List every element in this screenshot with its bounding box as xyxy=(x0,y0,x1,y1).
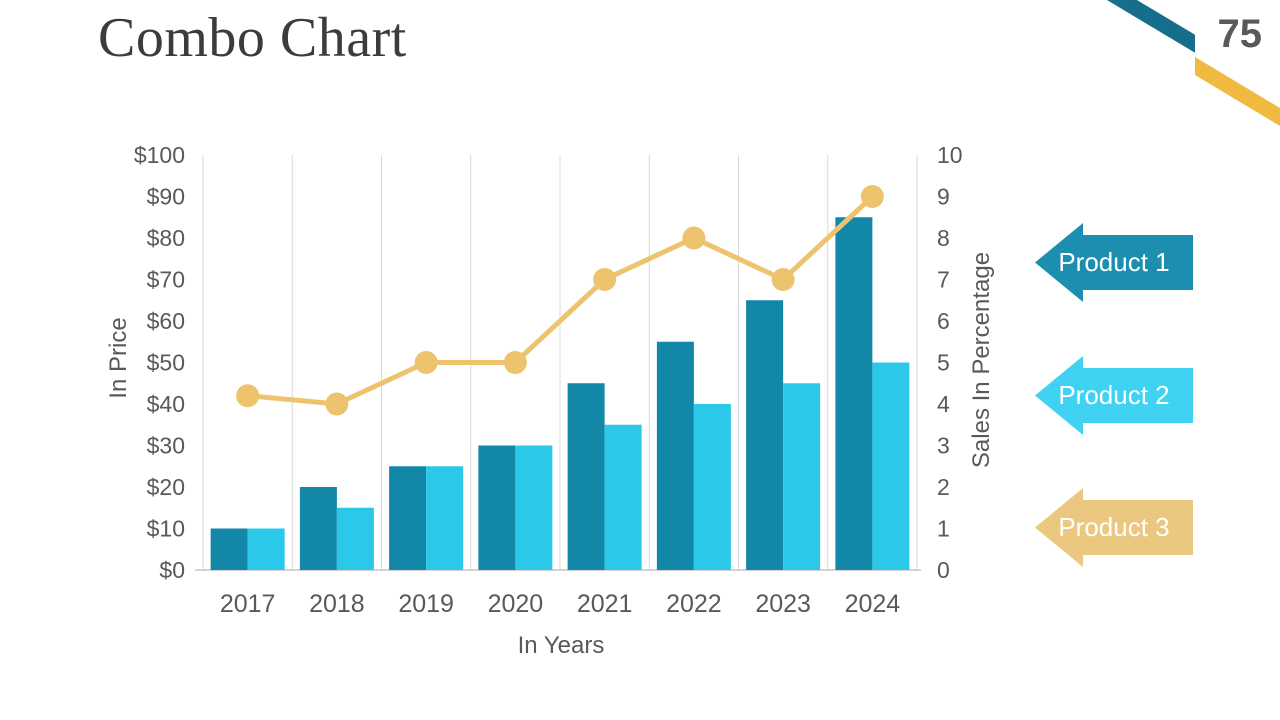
left-axis-title: In Price xyxy=(105,317,132,399)
left-axis-tick: $50 xyxy=(147,350,185,376)
left-axis-tick: $100 xyxy=(134,142,185,168)
left-axis-tick: $90 xyxy=(147,184,185,210)
x-axis-title: In Years xyxy=(517,632,605,659)
line-product-3 xyxy=(247,194,875,407)
left-axis-tick: $20 xyxy=(147,474,185,500)
legend-label-product-2: Product 2 xyxy=(1058,380,1170,410)
bar-product-1-2018 xyxy=(299,487,337,570)
right-axis-tick: 1 xyxy=(937,516,950,542)
right-axis-tick: 10 xyxy=(937,142,963,168)
x-axis-category: 2020 xyxy=(488,590,544,618)
right-axis-tick: 0 xyxy=(937,557,950,583)
bar-product-2-2024 xyxy=(872,362,910,570)
bar-product-2-2018 xyxy=(336,507,374,570)
marker-product-3-2024 xyxy=(860,185,884,208)
bar-product-1-2023 xyxy=(746,300,784,570)
x-axis-category: 2021 xyxy=(577,590,633,618)
right-axis-tick: 8 xyxy=(937,225,950,251)
bar-product-1-2017 xyxy=(210,528,248,570)
right-axis-tick: 2 xyxy=(937,474,950,500)
page-number: 75 xyxy=(1217,12,1263,56)
right-axis-title: Sales In Percentage xyxy=(968,251,995,469)
bar-product-1-2020 xyxy=(478,445,516,570)
legend-label-product-3: Product 3 xyxy=(1058,512,1170,542)
right-axis-tick: 4 xyxy=(937,391,950,417)
left-axis-tick: $60 xyxy=(147,308,185,334)
left-axis-tick: $30 xyxy=(147,433,185,459)
bar-product-2-2017 xyxy=(247,528,285,570)
bar-product-2-2021 xyxy=(604,424,642,570)
slide-title: Combo Chart xyxy=(98,7,407,69)
corner-ribbon-teal xyxy=(1107,0,1195,53)
bar-product-1-2021 xyxy=(567,383,605,570)
left-axis-tick: $40 xyxy=(147,391,185,417)
bar-product-1-2022 xyxy=(656,341,694,570)
left-axis-tick: $10 xyxy=(147,516,185,542)
bar-product-2-2020 xyxy=(515,445,553,570)
corner-decoration xyxy=(1107,0,1280,126)
left-axis-tick: $80 xyxy=(147,225,185,251)
x-axis-category: 2024 xyxy=(845,590,901,618)
left-axis-tick: $0 xyxy=(159,557,185,583)
x-axis-category: 2018 xyxy=(309,590,365,618)
marker-product-3-2019 xyxy=(414,351,438,374)
marker-product-3-2023 xyxy=(771,268,795,291)
x-axis-category: 2017 xyxy=(220,590,276,618)
marker-product-3-2018 xyxy=(325,392,349,416)
right-axis-tick: 9 xyxy=(937,184,950,210)
marker-product-3-2021 xyxy=(593,268,617,291)
bar-product-1-2019 xyxy=(389,466,427,570)
legend-label-product-1: Product 1 xyxy=(1058,247,1170,277)
x-axis-category: 2019 xyxy=(398,590,454,618)
x-axis-category: 2022 xyxy=(666,590,722,618)
marker-product-3-2017 xyxy=(236,384,260,408)
right-axis-tick: 3 xyxy=(937,433,950,459)
right-axis-tick: 7 xyxy=(937,267,950,293)
bar-product-2-2023 xyxy=(783,383,821,570)
bar-product-2-2022 xyxy=(693,404,731,570)
bar-product-2-2019 xyxy=(426,466,464,570)
x-axis-category: 2023 xyxy=(755,590,811,618)
corner-ribbon-gold xyxy=(1195,57,1280,126)
marker-product-3-2020 xyxy=(503,351,527,374)
right-axis-tick: 5 xyxy=(937,350,950,376)
bar-product-1-2024 xyxy=(835,217,873,570)
right-axis-tick: 6 xyxy=(937,308,950,334)
marker-product-3-2022 xyxy=(682,226,706,250)
left-axis-tick: $70 xyxy=(147,267,185,293)
